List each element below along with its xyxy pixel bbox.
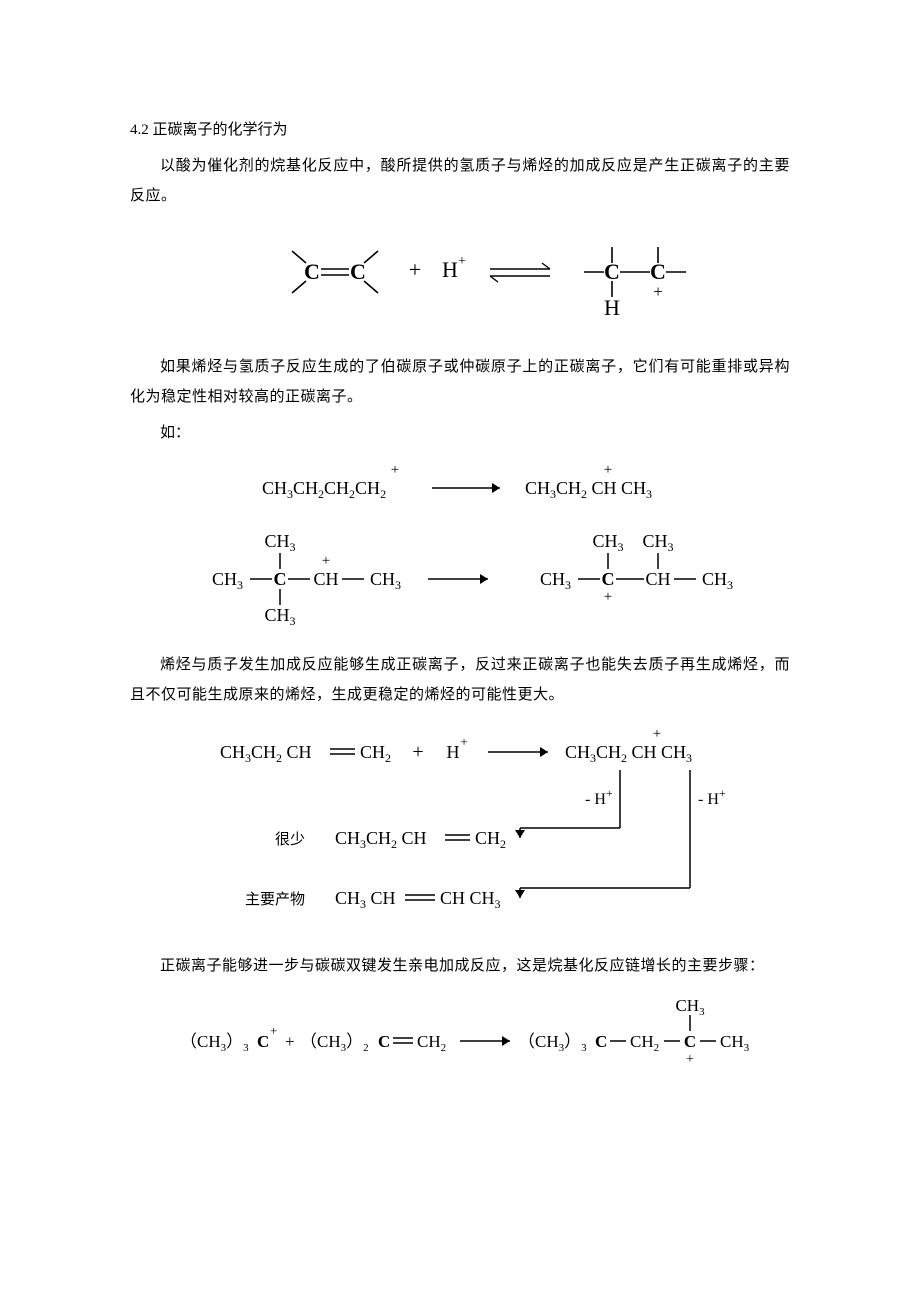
paragraph-2: 如果烯烃与氢质子反应生成的了伯碳原子或仲碳原子上的正碳离子，它们有可能重排或异构…: [130, 352, 790, 412]
top-right-cation: CH3CH2 CH CH3 +: [565, 726, 692, 765]
svg-text:CH: CH: [313, 569, 338, 589]
paragraph-4: 烯烃与质子发生加成反应能够生成正碳离子，反过来正碳离子也能失去质子再生成烯烃，而…: [130, 650, 790, 710]
svg-text:CH3: CH3: [592, 531, 623, 554]
arrow-top: [488, 747, 548, 757]
svg-text:C: C: [602, 569, 615, 589]
svg-text:+: +: [270, 1023, 277, 1038]
svg-text:（CH3）3: （CH3）3: [180, 1032, 249, 1054]
svg-text:CH3: CH3: [264, 605, 295, 628]
mid-alkene: CH3CH2 CH CH2: [335, 828, 506, 851]
arrow: [432, 483, 500, 493]
diagram-3-rearrangement-branched: CH3 CH3 C CH + CH3 CH3 CH3 CH3 CH3 C CH …: [130, 529, 790, 640]
plus-cation: +: [653, 726, 661, 742]
reactant-1: （CH3）3 C +: [180, 1023, 277, 1054]
svg-text:CH3CH2 CH: CH3CH2 CH: [220, 742, 312, 765]
svg-text:C: C: [684, 1032, 696, 1051]
svg-text:CH2: CH2: [630, 1032, 659, 1054]
svg-text:（CH3）2: （CH3）2: [300, 1032, 369, 1054]
paragraph-1: 以酸为催化剂的烷基化反应中，酸所提供的氢质子与烯烃的加成反应是产生正碳离子的主要…: [130, 151, 790, 211]
vert-arrow-1: - H+: [585, 770, 620, 828]
svg-text:+: +: [686, 1052, 694, 1067]
plus-sign: +: [409, 257, 421, 282]
svg-text:C: C: [378, 1032, 390, 1051]
svg-text:CH2: CH2: [417, 1032, 446, 1054]
svg-text:CH2: CH2: [475, 828, 506, 851]
diagram-5-chain-growth: （CH3）3 C + + （CH3）2 C CH2 （CH3）3 C CH2 C…: [130, 991, 790, 1082]
h-sup: +: [460, 734, 467, 749]
h-proton: H: [447, 742, 460, 762]
svg-text:（CH3）3: （CH3）3: [518, 1032, 587, 1054]
arrow-mid: [515, 828, 620, 838]
product-right: C C H +: [584, 247, 686, 320]
svg-text:CH3: CH3: [702, 569, 733, 592]
svg-text:+: +: [604, 589, 612, 605]
svg-text:C: C: [274, 569, 287, 589]
paragraph-5: 正碳离子能够进一步与碳碳双键发生亲电加成反应，这是烷基化反应链增长的主要步骤：: [130, 951, 790, 981]
plus-below: +: [653, 282, 663, 301]
equilibrium-arrow: [490, 263, 550, 282]
vert-arrow-2: - H+: [690, 770, 726, 888]
svg-text:CH2: CH2: [360, 742, 391, 765]
right-chain: CH3CH2 CH CH3 +: [525, 462, 652, 501]
arrow: [460, 1036, 510, 1046]
plus-sign: +: [412, 741, 423, 763]
label-minor: 很少: [275, 831, 305, 848]
alkene-left: C C: [292, 251, 378, 293]
arrow: [428, 574, 488, 584]
svg-text:CH3: CH3: [642, 531, 673, 554]
svg-text:+: +: [322, 553, 330, 569]
svg-text:CH3: CH3: [370, 569, 401, 592]
top-left-alkene: CH3CH2 CH CH2: [220, 742, 391, 765]
label-major: 主要产物: [245, 891, 305, 908]
left-chain: CH3CH2CH2CH2 +: [262, 462, 399, 501]
svg-text:CH3 CH: CH3 CH: [335, 888, 396, 911]
svg-text:- H+: - H+: [698, 786, 726, 808]
diagram-2-rearrangement-primary: CH3CH2CH2CH2 + CH3CH2 CH CH3 +: [130, 458, 790, 519]
product: （CH3）3 C CH2 C CH3 + CH3: [518, 996, 750, 1067]
arrow-bot: [515, 888, 690, 898]
plus: +: [285, 1032, 295, 1051]
svg-text:CH3CH2CH2CH2: CH3CH2CH2CH2: [262, 478, 386, 501]
h-proton: H: [442, 257, 458, 282]
svg-text:CH3CH2 CH CH3: CH3CH2 CH CH3: [565, 742, 692, 765]
svg-text:CH3: CH3: [264, 531, 295, 554]
bot-alkene: CH3 CH CH CH3: [335, 888, 501, 911]
diagram-1-protonation: C C + H + C C H +: [130, 221, 790, 342]
plus-left: +: [391, 462, 399, 478]
svg-text:CH3: CH3: [540, 569, 571, 592]
svg-text:C: C: [595, 1032, 607, 1051]
c2: C: [350, 259, 366, 284]
svg-text:CH3CH2 CH CH3: CH3CH2 CH CH3: [525, 478, 652, 501]
plus-right: +: [604, 462, 612, 478]
left-structure: CH3 CH3 C CH + CH3 CH3: [212, 531, 401, 628]
svg-text:CH: CH: [645, 569, 670, 589]
svg-text:CH CH3: CH CH3: [440, 888, 501, 911]
svg-text:CH3: CH3: [720, 1032, 750, 1054]
h-below: H: [604, 295, 620, 320]
h-plus: +: [458, 254, 466, 269]
svg-text:CH3CH2 CH: CH3CH2 CH: [335, 828, 427, 851]
svg-text:C: C: [257, 1032, 269, 1051]
c1: C: [304, 259, 320, 284]
section-heading: 4.2 正碳离子的化学行为: [130, 115, 790, 145]
right-structure: CH3 CH3 CH3 C CH CH3 +: [540, 531, 733, 605]
paragraph-3: 如：: [130, 418, 790, 448]
svg-text:- H+: - H+: [585, 786, 613, 808]
reactant-2: （CH3）2 C CH2: [300, 1032, 446, 1054]
diagram-4-pathway: CH3CH2 CH CH2 + H + CH3CH2 CH CH3 + - H+…: [130, 720, 790, 941]
svg-text:CH3: CH3: [675, 996, 705, 1018]
svg-text:CH3: CH3: [212, 569, 243, 592]
